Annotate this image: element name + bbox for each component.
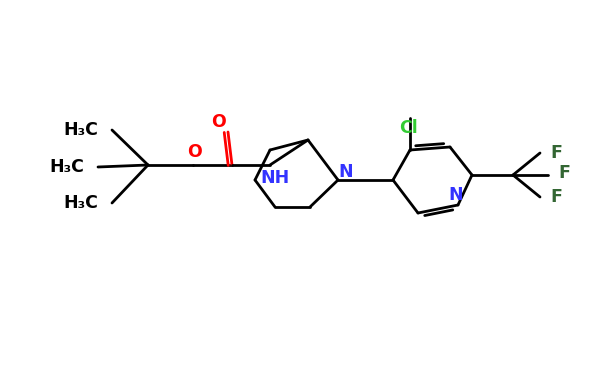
Text: H₃C: H₃C — [63, 194, 98, 212]
Text: O: O — [211, 113, 226, 131]
Text: F: F — [550, 144, 562, 162]
Text: N: N — [449, 186, 463, 204]
Text: F: F — [550, 188, 562, 206]
Text: H₃C: H₃C — [63, 121, 98, 139]
Text: O: O — [188, 143, 203, 161]
Text: N: N — [339, 163, 353, 181]
Text: Cl: Cl — [399, 119, 417, 137]
Text: F: F — [558, 164, 570, 182]
Text: NH: NH — [260, 169, 290, 187]
Text: H₃C: H₃C — [49, 158, 84, 176]
